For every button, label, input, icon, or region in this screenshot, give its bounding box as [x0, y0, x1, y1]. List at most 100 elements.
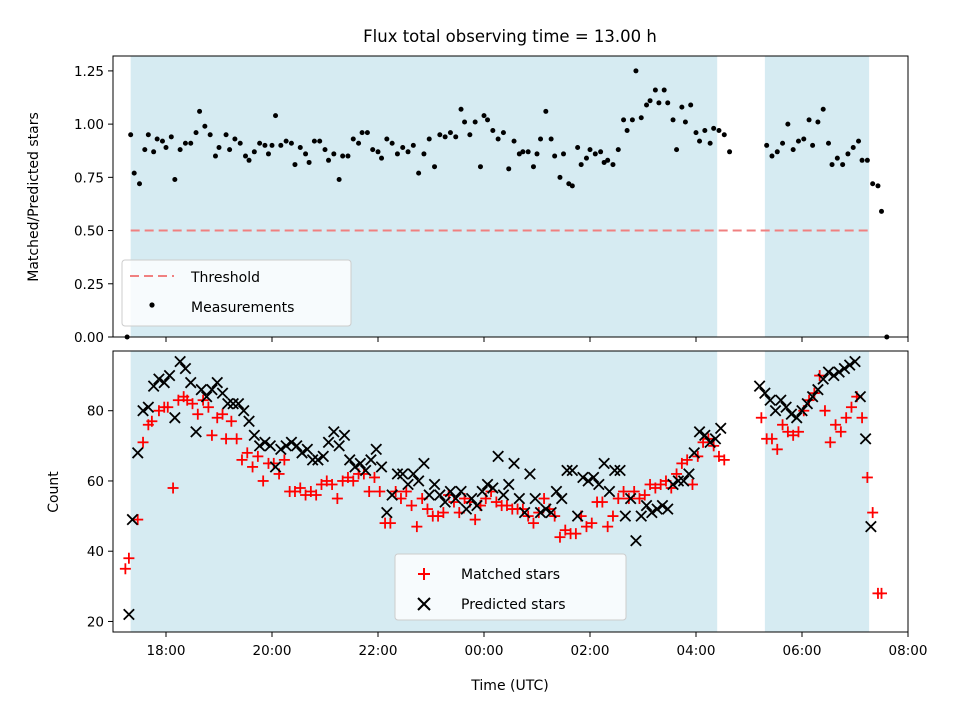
measurement-point	[856, 138, 862, 144]
predicted-point	[142, 401, 155, 414]
measurement-point	[587, 147, 593, 153]
predicted-legend-label: Predicted stars	[461, 597, 566, 613]
measurement-point	[721, 132, 727, 138]
matched-point	[876, 587, 887, 599]
measurement-point	[243, 153, 248, 159]
measurement-point	[500, 130, 506, 136]
matched-point	[146, 415, 158, 427]
predicted-point	[343, 454, 356, 466]
matched-point	[252, 450, 264, 462]
matched-point	[257, 475, 269, 487]
matched-point	[856, 412, 868, 424]
matched-point	[406, 500, 418, 512]
predicted-point	[232, 397, 245, 410]
predicted-point	[274, 443, 287, 456]
predicted-point	[471, 499, 483, 512]
matched-point	[554, 531, 566, 543]
measurement-point	[538, 136, 544, 142]
measurement-point	[633, 68, 639, 74]
measurement-point	[850, 145, 856, 151]
measurement-point	[405, 149, 411, 155]
measurement-point	[592, 151, 598, 157]
predicted-point	[838, 362, 851, 375]
measurement-point	[467, 132, 473, 138]
measurement-point	[575, 145, 581, 151]
predicted-point	[402, 478, 414, 491]
measurement-point	[615, 147, 621, 153]
predicted-point	[174, 355, 186, 368]
predicted-point	[614, 464, 626, 477]
predicted-point	[764, 394, 777, 407]
predicted-point	[123, 608, 135, 621]
measurement-point	[251, 149, 257, 155]
matched-point	[639, 489, 651, 501]
measurement-point	[128, 132, 134, 138]
measurement-point	[227, 147, 233, 153]
predicted-point	[227, 397, 239, 410]
predicted-point	[806, 390, 819, 403]
measurement-point	[490, 128, 496, 134]
measurement-point	[557, 174, 563, 180]
matched-point	[395, 493, 407, 505]
predicted-point	[168, 411, 181, 424]
measurement-point	[682, 119, 688, 125]
predicted-point	[865, 520, 877, 533]
predicted-point	[693, 425, 706, 438]
predicted-point	[285, 436, 298, 449]
measurement-point	[495, 136, 501, 142]
predicted-point	[481, 478, 494, 491]
measurement-point	[629, 117, 635, 123]
measurement-point	[458, 106, 464, 112]
predicted-point	[243, 415, 255, 428]
predicted-point	[661, 503, 674, 515]
predicted-point	[534, 506, 547, 519]
predicted-point	[598, 457, 610, 470]
matched-point	[123, 552, 135, 564]
matched-point	[755, 412, 767, 424]
matched-point	[671, 468, 683, 480]
predicted-point	[317, 450, 330, 463]
matched-point	[867, 507, 879, 519]
measurement-point	[142, 147, 148, 153]
predicted-point	[423, 489, 436, 501]
matched-point	[607, 510, 619, 522]
predicted-point	[433, 489, 446, 501]
measurement-point	[647, 98, 653, 104]
predicted-point	[651, 503, 663, 515]
matched-point	[374, 486, 386, 497]
matched-point	[137, 436, 149, 448]
predicted-point	[211, 376, 224, 389]
predicted-point	[704, 436, 716, 449]
measurement-point	[707, 140, 713, 146]
measurement-point	[859, 157, 865, 163]
matched-point	[665, 482, 677, 494]
predicted-point	[759, 387, 771, 399]
predicted-legend-swatch	[417, 597, 431, 611]
measurement-point	[364, 130, 370, 136]
y-tick-label: 0.50	[74, 224, 104, 240]
x-tick-label: 04:00	[677, 643, 716, 659]
predicted-point	[667, 478, 679, 491]
predicted-point	[812, 383, 824, 396]
matched-point	[384, 517, 396, 529]
predicted-point	[683, 468, 695, 480]
matched-point	[570, 528, 582, 540]
measurement-point	[548, 136, 554, 142]
matched-point	[241, 447, 253, 459]
measurement-point	[336, 176, 342, 182]
measurement-point	[688, 102, 694, 108]
measurement-point	[875, 183, 881, 189]
measurement-point	[384, 136, 390, 142]
measurement-point	[644, 102, 650, 108]
measurement-point	[481, 113, 487, 119]
measurement-point	[605, 157, 611, 163]
matched-point	[612, 493, 624, 505]
predicted-point	[428, 478, 441, 491]
predicted-point	[714, 422, 727, 435]
predicted-point	[545, 506, 557, 519]
y-tick-label: 0.00	[74, 330, 104, 346]
predicted-point	[237, 404, 250, 417]
predicted-point	[365, 454, 377, 466]
y-tick-label: 1.25	[74, 64, 104, 80]
